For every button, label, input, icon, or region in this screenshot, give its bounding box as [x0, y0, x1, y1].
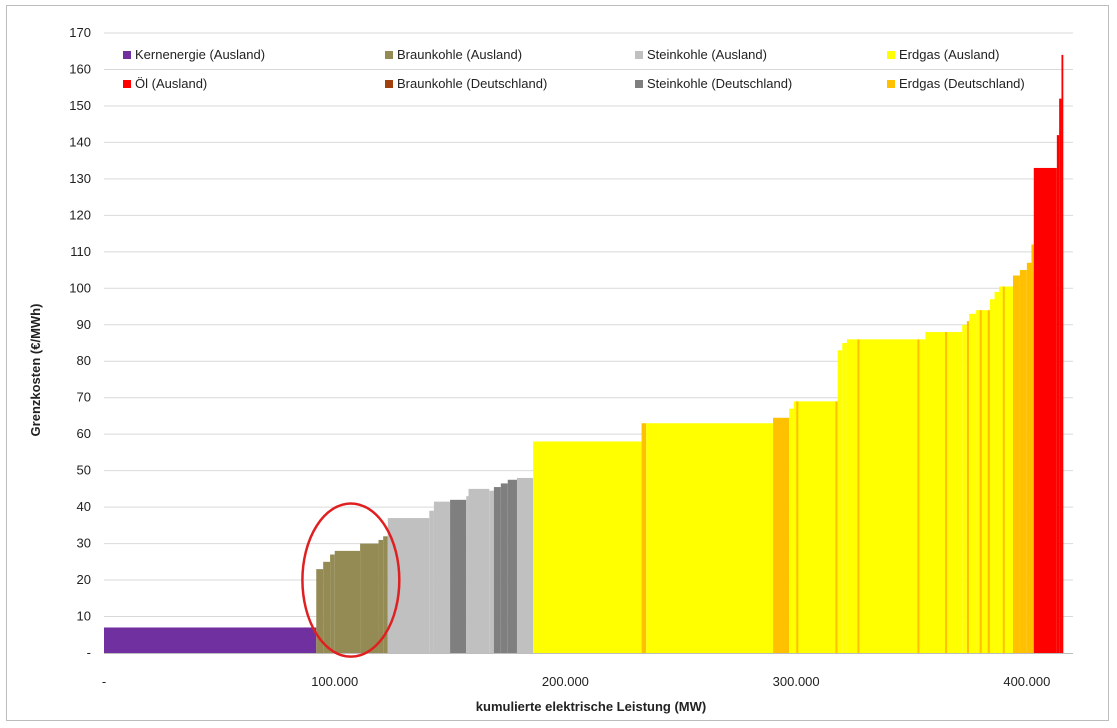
bar-segment — [360, 543, 379, 653]
bar-segment — [387, 518, 430, 653]
bar-segment — [789, 408, 794, 653]
bar-segment — [104, 627, 317, 653]
x-axis-ticks: - 100.000 200.000 300.000 400.000 — [102, 674, 1051, 689]
merit-order-chart: - 10 20 30 40 50 60 70 80 90 100 110 120 130 140 150 160… — [28, 25, 1073, 714]
plot-area — [104, 54, 1064, 654]
bar-segment — [925, 332, 963, 653]
legend-swatch — [635, 80, 643, 88]
legend-label: Öl (Ausland) — [135, 76, 207, 91]
bar-segment — [846, 339, 926, 653]
bar-segment — [987, 310, 990, 653]
legend-label: Steinkohle (Deutschland) — [647, 76, 792, 91]
y-tick-label: 150 — [69, 98, 91, 113]
y-tick-label: 160 — [69, 61, 91, 76]
x-tick-label: 100.000 — [311, 674, 358, 689]
x-tick-label: 200.000 — [542, 674, 589, 689]
bar-segment — [641, 423, 647, 653]
legend-label: Braunkohle (Deutschland) — [397, 76, 547, 91]
legend-label: Erdgas (Deutschland) — [899, 76, 1025, 91]
legend-label: Erdgas (Ausland) — [899, 47, 999, 62]
x-tick-label: - — [102, 674, 106, 689]
legend-label: Kernenergie (Ausland) — [135, 47, 265, 62]
bar-segment — [533, 441, 642, 653]
y-tick-label: 70 — [77, 390, 91, 405]
bar-segment — [1013, 275, 1020, 653]
bar-segment — [1059, 98, 1062, 654]
y-tick-label: 30 — [77, 536, 91, 551]
bar-segment — [1026, 262, 1032, 653]
bar-segment — [966, 321, 970, 653]
legend-swatch — [123, 51, 131, 59]
y-tick-label: 50 — [77, 463, 91, 478]
chart-frame: - 10 20 30 40 50 60 70 80 90 100 110 120 130 140 150 160… — [6, 5, 1109, 721]
legend-swatch — [385, 80, 393, 88]
bar-segment — [468, 488, 490, 653]
bar-segment — [493, 487, 501, 653]
bar-segment — [489, 490, 494, 653]
bar-segment — [773, 417, 790, 653]
bar-segment — [1019, 270, 1027, 653]
y-tick-label: 60 — [77, 426, 91, 441]
bar-segment — [383, 536, 388, 653]
bar-segment — [466, 496, 469, 653]
y-tick-label: 90 — [77, 317, 91, 332]
legend-label: Steinkohle (Ausland) — [647, 47, 767, 62]
gridlines — [104, 32, 1073, 618]
bar-segment — [450, 499, 467, 653]
legend-swatch — [887, 80, 895, 88]
y-tick-label: 100 — [69, 280, 91, 295]
bar-segment — [507, 479, 517, 653]
bar-segment — [842, 343, 847, 653]
y-tick-label: 80 — [77, 353, 91, 368]
annotation-layer — [301, 502, 401, 658]
legend: Kernenergie (Ausland) Braunkohle (Ausland… — [123, 47, 1025, 91]
x-axis-title: kumulierte elektrische Leistung (MW) — [476, 699, 706, 714]
bar-segment — [989, 299, 995, 653]
bar-segment — [1061, 54, 1064, 654]
highlight-ellipse — [301, 502, 401, 658]
y-tick-label: 120 — [69, 207, 91, 222]
bar-segment — [378, 539, 384, 653]
y-tick-label: 140 — [69, 134, 91, 149]
bar-segment — [330, 554, 335, 653]
bar-segment — [433, 501, 451, 653]
legend-swatch — [385, 51, 393, 59]
y-tick-label: - — [87, 645, 91, 660]
y-tick-label: 130 — [69, 171, 91, 186]
bar-segment — [962, 324, 967, 653]
bar-segment — [999, 286, 1014, 653]
bar-segment — [323, 561, 331, 653]
y-tick-label: 110 — [70, 244, 91, 259]
y-axis-ticks: - 10 20 30 40 50 60 70 80 90 100 110 120 130 140 150 160… — [69, 25, 91, 660]
bar-segment — [994, 291, 1000, 653]
legend-label: Braunkohle (Ausland) — [397, 47, 522, 62]
bar-segment — [500, 483, 508, 653]
legend-swatch — [887, 51, 895, 59]
bar-segment — [969, 313, 977, 653]
bar-segment — [835, 401, 838, 653]
x-tick-label: 300.000 — [773, 674, 820, 689]
y-tick-label: 170 — [69, 25, 91, 40]
legend-swatch — [123, 80, 131, 88]
y-tick-label: 20 — [77, 572, 91, 587]
bar-segment — [429, 510, 434, 653]
legend-swatch — [635, 51, 643, 59]
bar-segment — [516, 477, 534, 653]
x-tick-label: 400.000 — [1003, 674, 1050, 689]
y-tick-label: 40 — [77, 499, 91, 514]
bar-segment — [1031, 244, 1034, 653]
bar-segment — [976, 310, 988, 653]
bar-segment — [837, 350, 843, 653]
y-tick-label: 10 — [77, 609, 91, 624]
bar-segment — [334, 550, 361, 653]
bar-segment — [646, 423, 774, 653]
bar-segment — [316, 569, 324, 653]
bar-segment — [1056, 135, 1060, 653]
bar-segment — [1033, 167, 1057, 654]
y-axis-title: Grenzkosten (€/MWh) — [28, 304, 43, 437]
bar-segment — [793, 401, 836, 653]
